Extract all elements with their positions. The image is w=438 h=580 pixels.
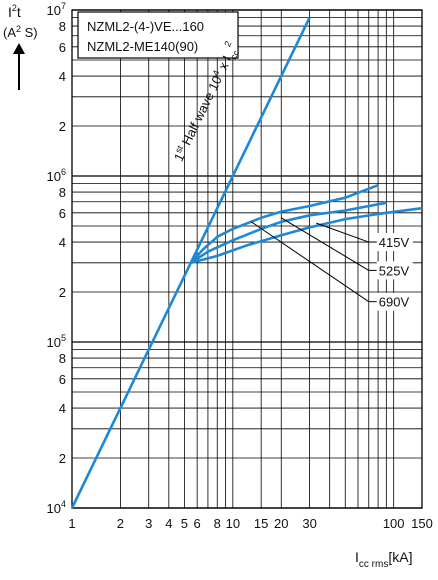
- y-tick-label: 8: [59, 351, 66, 366]
- y-tick-label: 4: [59, 401, 66, 416]
- x-tick-label: 30: [302, 516, 316, 531]
- callout-bg: [376, 233, 413, 252]
- xlabel-base: I: [355, 549, 359, 565]
- y-tick-base: 10: [47, 3, 61, 18]
- title-line-2: NZML2-ME140(90): [87, 39, 198, 54]
- y-tick-label: 6: [59, 372, 66, 387]
- y-tick-exp: 4: [61, 499, 66, 509]
- series-curve-690V: [190, 206, 423, 265]
- x-tick-label: 6: [194, 516, 201, 531]
- series-label-690V: 690V: [379, 295, 410, 310]
- x-tick-label: 15: [254, 516, 268, 531]
- svg-text:I2t: I2t: [8, 3, 21, 20]
- y-tick-base: 10: [47, 501, 61, 516]
- y-tick-label: 6: [59, 40, 66, 55]
- y-tick-label: 2: [59, 285, 66, 300]
- ylabel-base: I: [8, 4, 12, 20]
- series-callouts: 415V 525V 690V: [250, 217, 413, 311]
- x-tick-label: 8: [214, 516, 221, 531]
- callout-bg: [376, 292, 413, 311]
- x-tick-label: 2: [117, 516, 124, 531]
- series-label-525V: 525V: [379, 263, 410, 278]
- hw-sup1: st: [173, 143, 185, 154]
- y-gridlines: [72, 9, 422, 509]
- y-tick-label: 2: [59, 451, 66, 466]
- x-tick-label: 1: [68, 516, 75, 531]
- x-tick-label: 3: [145, 516, 152, 531]
- x-tick-label: 5: [181, 516, 188, 531]
- xlabel-unit: [kA]: [388, 549, 412, 565]
- hw-sup3: 2: [222, 39, 233, 48]
- series-curve-525V: [190, 201, 387, 264]
- y-tick-label: 4: [59, 235, 66, 250]
- y-tick-label: 8: [59, 19, 66, 34]
- yunit-pre: (A: [3, 25, 16, 40]
- x-tick-labels: 1 2 3 4 5 6 8 10 15 20 30 100 150: [68, 516, 432, 531]
- plot-frame: [71, 9, 423, 509]
- x-tick-label: 20: [274, 516, 288, 531]
- y-tick-label: 6: [59, 206, 66, 221]
- reference-line: [70, 17, 311, 509]
- y-tick-exp: 7: [61, 1, 66, 11]
- series-curves: [190, 183, 423, 265]
- y-tick-base: 10: [47, 335, 61, 350]
- y-tick-label: 104: [47, 499, 66, 516]
- callout-bg: [376, 261, 413, 280]
- x-tick-label: 100: [383, 516, 405, 531]
- xlabel-sub: cc rms: [359, 559, 388, 570]
- series-curve-415V: [190, 183, 379, 264]
- y-tick-label: 107: [47, 1, 66, 18]
- x-tick-label: 10: [226, 516, 240, 531]
- y-tick-label: 106: [47, 167, 66, 184]
- callout-line: [250, 221, 370, 303]
- callout-line: [280, 217, 370, 271]
- y-axis-arrow-icon: [13, 43, 25, 54]
- y-tick-base: 10: [47, 169, 61, 184]
- x-gridlines: [71, 10, 423, 508]
- ylabel-sup: 2: [12, 3, 17, 13]
- legend-box: NZML2-(4-)VE...160 NZML2-ME140(90): [77, 11, 239, 59]
- y-tick-label: 4: [59, 69, 66, 84]
- svg-text:(A2 S): (A2 S): [3, 24, 38, 40]
- y-tick-label: 105: [47, 333, 66, 350]
- y-tick-label: 2: [59, 119, 66, 134]
- x-tick-label: 4: [165, 516, 172, 531]
- ylabel-post: t: [17, 4, 21, 20]
- title-line-1: NZML2-(4-)VE...160: [87, 19, 204, 34]
- callout-line: [316, 222, 369, 243]
- hw-sup2: 4: [210, 68, 221, 77]
- yunit-post: S): [21, 25, 38, 40]
- y-axis-label: I2t (A2 S): [3, 3, 38, 90]
- y-tick-exp: 5: [61, 333, 66, 343]
- y-tick-exp: 6: [61, 167, 66, 177]
- hw-post: x I: [214, 53, 235, 75]
- series-label-415V: 415V: [379, 235, 410, 250]
- y-tick-label: 8: [59, 185, 66, 200]
- half-wave-reference-line: [70, 17, 311, 509]
- x-axis-label: Icc rms[kA]: [355, 549, 412, 570]
- x-tick-label: 150: [411, 516, 433, 531]
- yunit-sup: 2: [16, 24, 21, 34]
